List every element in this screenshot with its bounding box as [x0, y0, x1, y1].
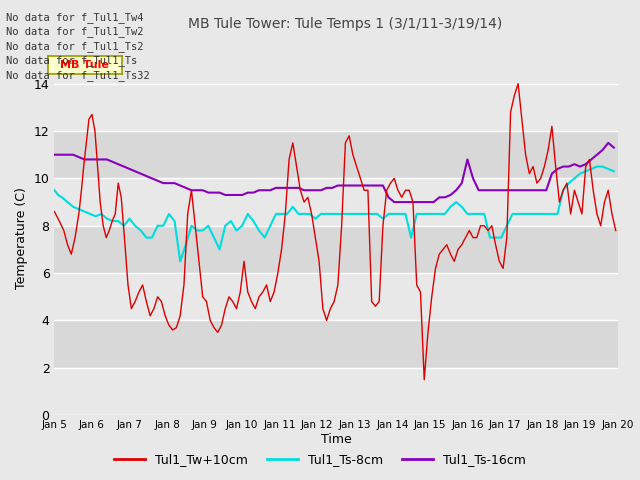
Text: No data for f_Tul1_Tw4: No data for f_Tul1_Tw4 — [6, 12, 144, 23]
Text: MB Tule Tower: Tule Temps 1 (3/1/11-3/19/14): MB Tule Tower: Tule Temps 1 (3/1/11-3/19… — [188, 17, 503, 31]
Text: No data for f_Tul1_Ts2: No data for f_Tul1_Ts2 — [6, 41, 144, 52]
Bar — [54, 226, 618, 273]
Text: No data for f_Tul1_Ts32: No data for f_Tul1_Ts32 — [6, 70, 150, 81]
Text: MB Tule: MB Tule — [60, 60, 109, 70]
Text: No data for f_Tul1_Tw2: No data for f_Tul1_Tw2 — [6, 26, 144, 37]
Bar — [54, 368, 618, 415]
Bar — [54, 131, 618, 179]
Bar — [54, 321, 618, 368]
Bar — [54, 84, 618, 131]
Text: No data for f_Tul1_Ts: No data for f_Tul1_Ts — [6, 55, 138, 66]
Legend: Tul1_Tw+10cm, Tul1_Ts-8cm, Tul1_Ts-16cm: Tul1_Tw+10cm, Tul1_Ts-8cm, Tul1_Ts-16cm — [109, 448, 531, 471]
Y-axis label: Temperature (C): Temperature (C) — [15, 187, 28, 288]
Bar — [54, 273, 618, 321]
Bar — [54, 179, 618, 226]
X-axis label: Time: Time — [321, 433, 351, 446]
